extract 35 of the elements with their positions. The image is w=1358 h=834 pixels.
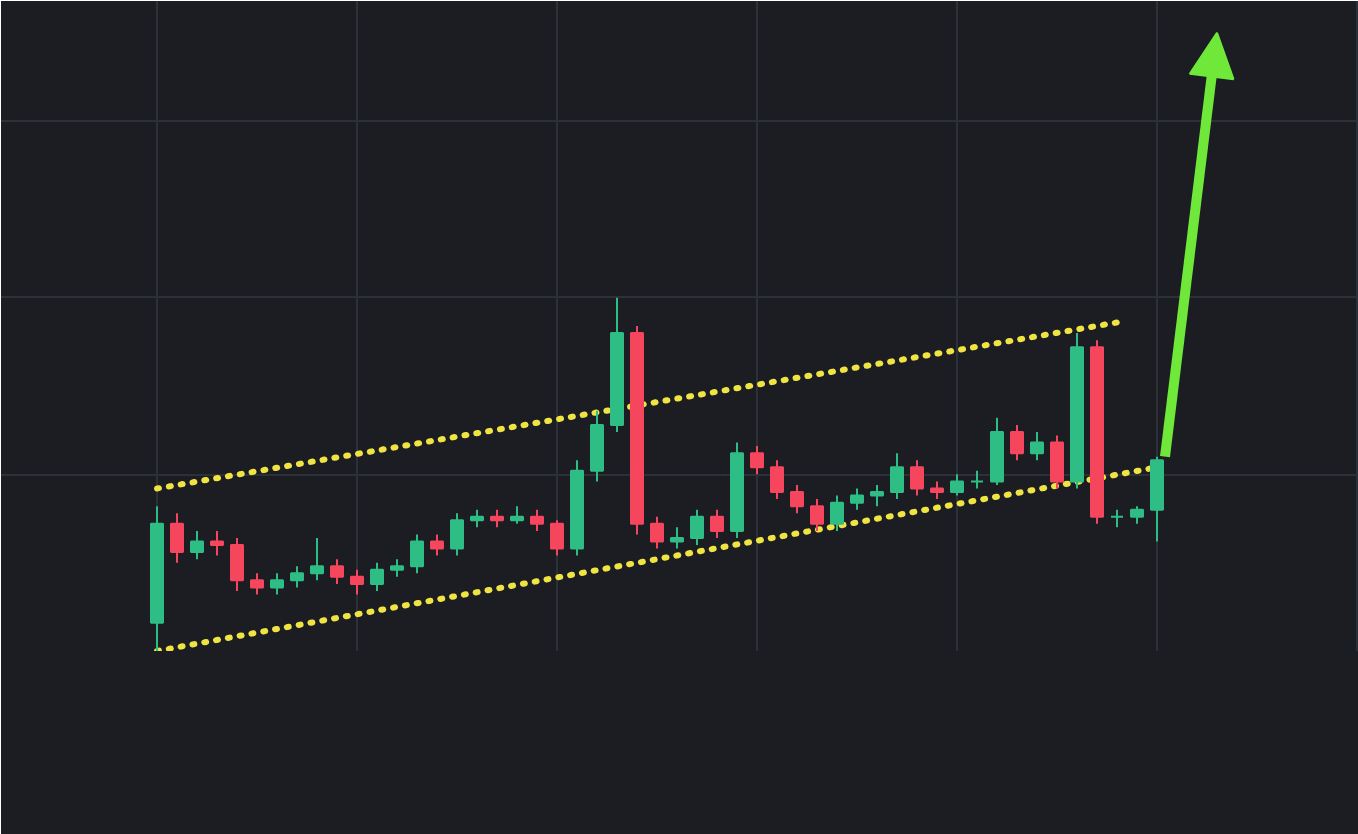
candlestick xyxy=(670,526,684,550)
candlestick xyxy=(430,533,444,557)
candlestick xyxy=(690,508,704,547)
candlestick xyxy=(1050,434,1064,490)
candlestick xyxy=(310,536,324,582)
candlestick xyxy=(210,529,224,557)
candlestick xyxy=(770,459,784,501)
candlestick xyxy=(790,483,804,515)
candlestick xyxy=(250,572,264,596)
candlestick xyxy=(850,487,864,511)
candlestick xyxy=(890,452,904,501)
candlestick xyxy=(230,536,244,592)
candlestick xyxy=(350,568,364,596)
candlestick xyxy=(910,459,924,497)
candlestick xyxy=(750,445,764,476)
candlestick xyxy=(950,473,964,497)
candlestick xyxy=(710,508,724,539)
candlestick xyxy=(650,515,664,550)
candlestick xyxy=(530,508,544,532)
candlestick xyxy=(870,483,884,508)
candlestick xyxy=(830,494,844,532)
candlestick xyxy=(590,409,604,483)
candlestick xyxy=(550,519,564,557)
candlestick xyxy=(170,512,184,564)
candlestick xyxy=(1030,430,1044,462)
candlestick xyxy=(810,498,824,532)
candlestick xyxy=(370,561,384,592)
candlestick xyxy=(270,572,284,596)
candlestick xyxy=(290,565,304,589)
candlestick xyxy=(450,512,464,557)
candlestick xyxy=(330,558,344,585)
candlestick xyxy=(970,469,984,490)
candlestick xyxy=(1010,423,1024,462)
candlestick xyxy=(190,529,204,561)
candlestick xyxy=(410,533,424,575)
